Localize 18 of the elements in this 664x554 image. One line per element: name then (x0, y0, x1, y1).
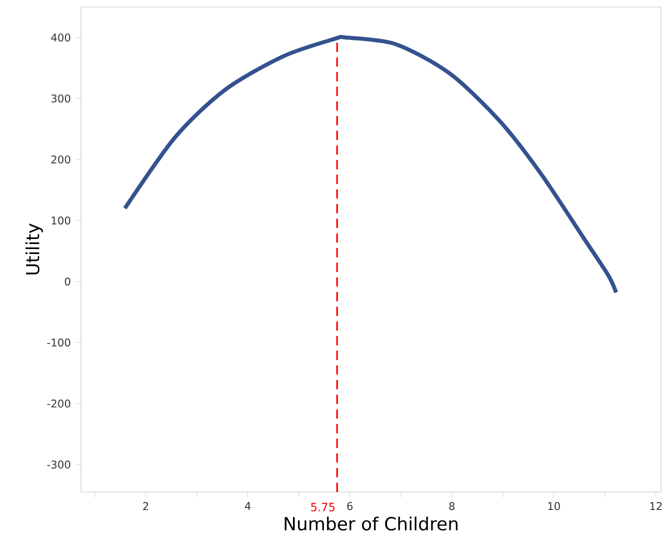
y-tick-label: -100 (47, 338, 70, 347)
x-tick-label: 2 (143, 502, 148, 510)
x-axis-title: Number of Children (284, 516, 458, 531)
y-tick-label: 100 (52, 216, 70, 225)
y-tick-label: 400 (51, 33, 70, 42)
y-tick-label: 300 (51, 94, 70, 103)
x-tick-label: 12 (650, 502, 662, 510)
y-tick-label: -200 (47, 400, 70, 408)
y-tick-label: 200 (51, 155, 70, 164)
x-tick-label: 4 (244, 502, 251, 510)
y-tick-label: 0 (64, 277, 70, 286)
ref-line-label: 5.75 (311, 502, 334, 512)
y-tick-label: -300 (47, 460, 70, 469)
x-tick-label: 8 (449, 502, 455, 510)
y-axis-title: Utility (26, 224, 43, 274)
x-tick-label: 6 (347, 502, 353, 510)
x-tick-label: 10 (548, 502, 560, 510)
line-series (122, 35, 618, 295)
